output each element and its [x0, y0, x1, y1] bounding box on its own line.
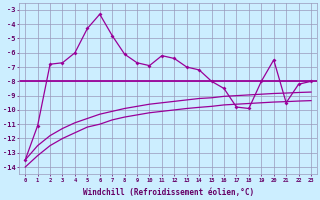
X-axis label: Windchill (Refroidissement éolien,°C): Windchill (Refroidissement éolien,°C) — [83, 188, 254, 197]
